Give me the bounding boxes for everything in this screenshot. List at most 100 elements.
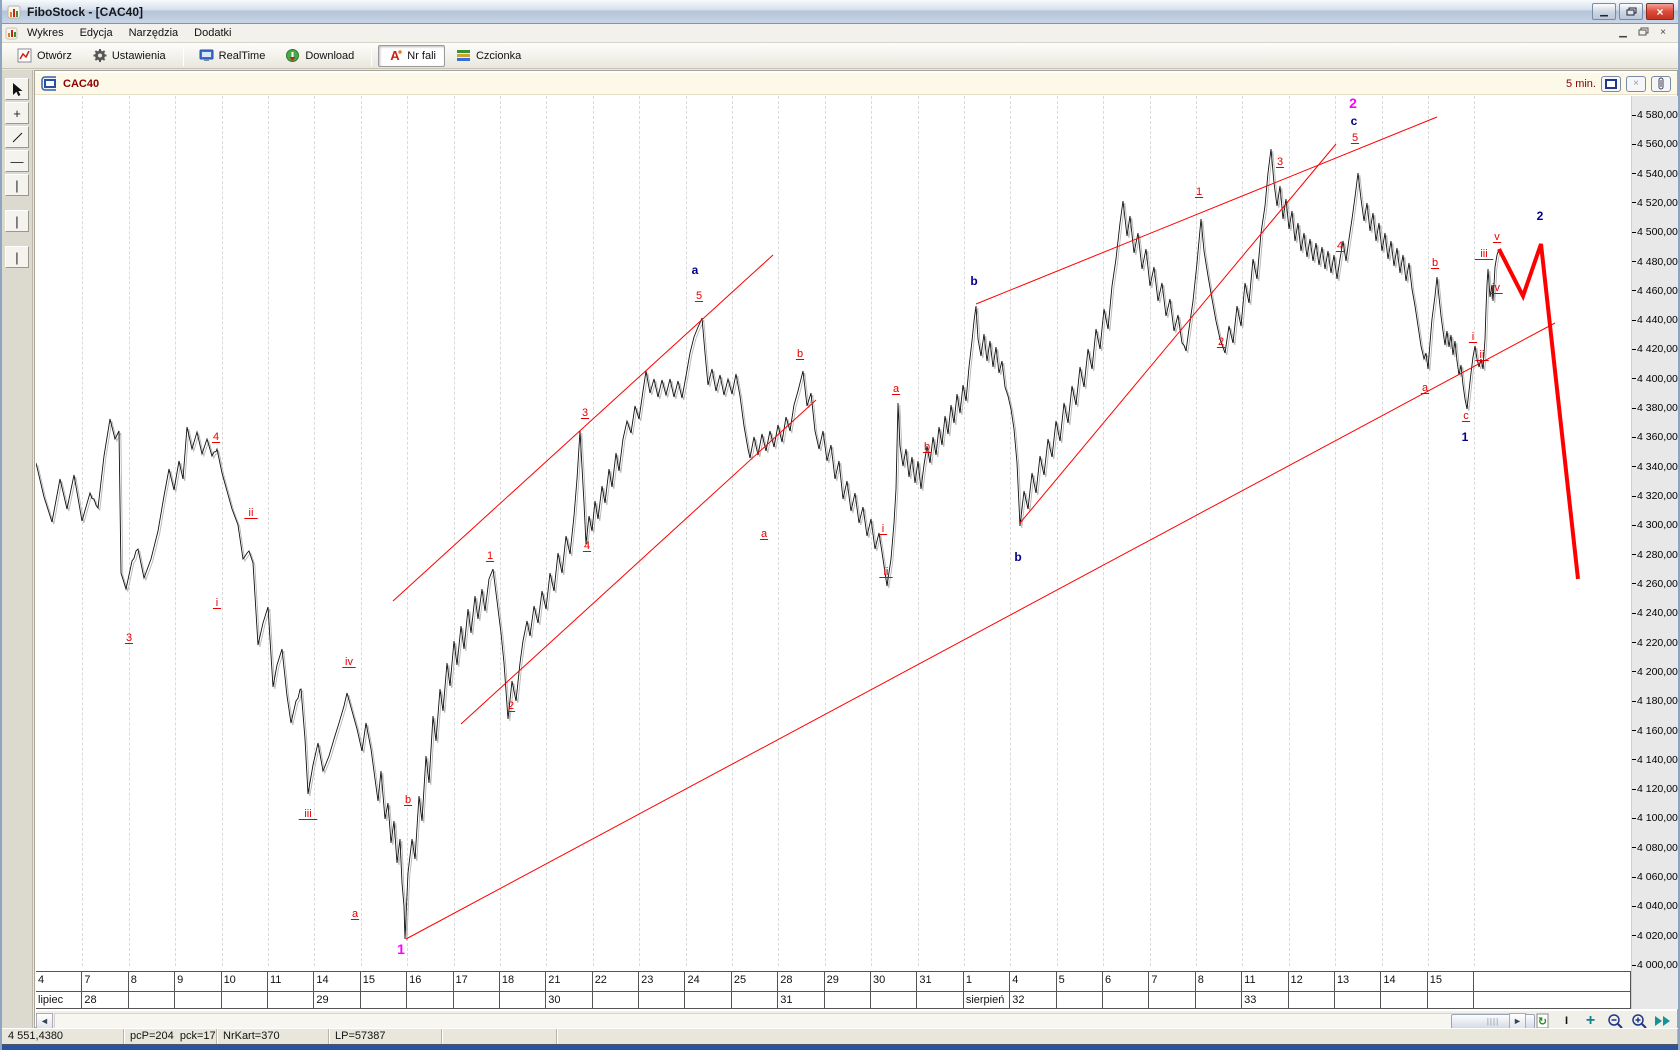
ustawienia-button[interactable]: Ustawienia <box>83 45 175 67</box>
fast-forward-icon[interactable] <box>1654 1013 1671 1030</box>
mdi-restore-button[interactable] <box>1636 27 1650 39</box>
price-tick-label: 4 440,00 <box>1637 314 1678 327</box>
otwórz-button[interactable]: Otwórz <box>8 45 81 67</box>
status-panel-1: 4 551,4380 <box>2 1029 124 1044</box>
trendline-4[interactable] <box>405 322 1556 940</box>
symbol-label: CAC40 <box>63 77 100 90</box>
wave-label-c[interactable]: c <box>1463 410 1469 422</box>
pointer-icon <box>13 82 23 96</box>
wave-label-b[interactable]: b <box>970 274 977 288</box>
menu-item-edycja[interactable]: Edycja <box>79 27 113 39</box>
wave-label-iv[interactable]: iv <box>345 656 353 668</box>
close-button[interactable]: × <box>1646 3 1674 20</box>
wave-label-1[interactable]: 1 <box>397 941 405 957</box>
wave-label-a[interactable]: a <box>761 528 768 540</box>
wave-label-3[interactable]: 3 <box>126 632 132 644</box>
vertical-line-tool-button[interactable]: | <box>5 174 29 196</box>
wave-label-2[interactable]: 2 <box>1537 209 1544 223</box>
zoom-in-icon[interactable] <box>1630 1013 1647 1030</box>
wave-label-b[interactable]: b <box>1014 550 1021 564</box>
wave-label-1[interactable]: 1 <box>1462 430 1469 444</box>
wave-label-b[interactable]: b <box>797 348 803 360</box>
mdi-minimize-button[interactable]: ▁ <box>1619 27 1627 38</box>
restore-chart-button[interactable] <box>1601 75 1621 92</box>
download-button[interactable]: Download <box>276 45 363 67</box>
zoom-out-icon[interactable] <box>1606 1013 1623 1030</box>
wave-label-2[interactable]: 2 <box>1218 336 1224 348</box>
price-tick: 4 420,00 <box>1632 343 1678 355</box>
wave-label-a[interactable]: a <box>893 383 900 395</box>
mdi-close-button[interactable]: × <box>1660 27 1666 38</box>
wave-label-2[interactable]: 2 <box>508 700 514 712</box>
day-gridline <box>407 96 409 966</box>
vertical-cursor-tool-button[interactable]: | <box>5 210 29 232</box>
wave-label-c[interactable]: c <box>1351 114 1358 128</box>
price-tick: 4 020,00 <box>1632 930 1678 942</box>
scrollbar-track[interactable]: |||| ► <box>54 1012 1535 1030</box>
add-icon[interactable]: + <box>1585 1012 1596 1029</box>
nr-fali-button[interactable]: A Nr fali <box>378 44 445 67</box>
crosshair-tool-button[interactable]: + <box>5 102 29 124</box>
realtime-button[interactable]: RealTime <box>190 45 275 67</box>
trendline-tool-button[interactable] <box>5 126 29 148</box>
price-tick-label: 4 580,00 <box>1637 109 1678 121</box>
price-tick-label: 4 040,00 <box>1637 900 1678 913</box>
day-gridline <box>1242 96 1244 966</box>
wave-label-b[interactable]: b <box>1432 257 1438 269</box>
day-cell: 11 <box>1242 972 1289 991</box>
wave-label-3[interactable]: 3 <box>1277 156 1283 168</box>
wave-label-5[interactable]: 5 <box>1352 132 1358 144</box>
wave-label-4[interactable]: 4 <box>213 431 219 443</box>
trendline-2[interactable] <box>460 399 817 725</box>
horizontal-line-tool-button[interactable]: — <box>5 150 29 172</box>
pin-chart-button[interactable] <box>1651 75 1671 92</box>
wave-label-ii[interactable]: ii <box>249 507 254 519</box>
trendline-5[interactable] <box>1019 143 1337 524</box>
tick-mark-icon <box>1632 964 1636 966</box>
forecast-zigzag[interactable] <box>1497 243 1580 580</box>
toolbar-button-label: Otwórz <box>37 49 72 62</box>
trendline-3[interactable] <box>975 116 1438 305</box>
wave-label-b[interactable]: b <box>405 794 411 806</box>
scroll-left-button[interactable]: ◄ <box>36 1012 53 1030</box>
czcionka-button[interactable]: Czcionka <box>447 45 530 67</box>
wave-label-1[interactable]: 1 <box>1196 186 1202 198</box>
wave-label-4[interactable]: 4 <box>1337 240 1343 252</box>
wave-label-ii[interactable]: ii <box>1480 349 1485 361</box>
wave-label-i[interactable]: i <box>882 523 884 535</box>
wave-label-2[interactable]: 2 <box>1349 96 1357 111</box>
menu-item-dodatki[interactable]: Dodatki <box>194 27 232 39</box>
minimize-button[interactable]: ▁ <box>1592 3 1616 20</box>
wave-label-i[interactable]: i <box>216 597 218 609</box>
wave-label-a[interactable]: a <box>692 263 699 277</box>
wave-label-iii[interactable]: iii <box>304 808 311 820</box>
status-panel-5 <box>442 1029 557 1044</box>
day-cell: 29 <box>825 972 872 991</box>
cursor-mode-icon[interactable]: I <box>1564 1015 1569 1027</box>
wave-label-a[interactable]: a <box>1422 382 1429 394</box>
wave-label-1[interactable]: 1 <box>487 550 493 562</box>
week-cell-empty <box>454 992 500 1008</box>
scroll-right-button[interactable]: ► <box>1509 1012 1526 1030</box>
menu-item-wykres[interactable]: Wykres <box>27 27 64 39</box>
symbol-tab[interactable]: CAC40 <box>41 76 100 91</box>
wave-label-i[interactable]: i <box>1472 331 1474 343</box>
wave-label-a[interactable]: a <box>352 908 359 920</box>
wave-label-5[interactable]: 5 <box>696 290 702 302</box>
wave-label-ii[interactable]: ii <box>884 566 889 578</box>
restore-button[interactable] <box>1619 3 1643 20</box>
close-chart-button[interactable]: × <box>1626 75 1646 92</box>
refresh-chart-icon[interactable]: ↻ <box>1534 1013 1551 1030</box>
text-cursor-tool-button[interactable]: | <box>5 246 29 268</box>
wave-label-4[interactable]: 4 <box>584 540 590 552</box>
trendline-1[interactable] <box>392 254 774 602</box>
wave-label-v[interactable]: v <box>1494 231 1500 243</box>
price-chart-plot[interactable]: 4 ii i 3 iv iii b a 1 2 3 4 5 b a b i ii a 1 2 3 4 5 b a c i ii iii iv… <box>36 96 1631 966</box>
wave-label-b[interactable]: b <box>924 441 930 453</box>
wave-label-iv[interactable]: iv <box>1492 282 1500 294</box>
price-tick: 4 220,00 <box>1632 637 1678 649</box>
wave-label-3[interactable]: 3 <box>582 407 588 419</box>
wave-label-iii[interactable]: iii <box>1480 248 1487 260</box>
menu-item-narzędzia[interactable]: Narzędzia <box>128 27 179 39</box>
pointer-tool-button[interactable] <box>5 78 29 100</box>
